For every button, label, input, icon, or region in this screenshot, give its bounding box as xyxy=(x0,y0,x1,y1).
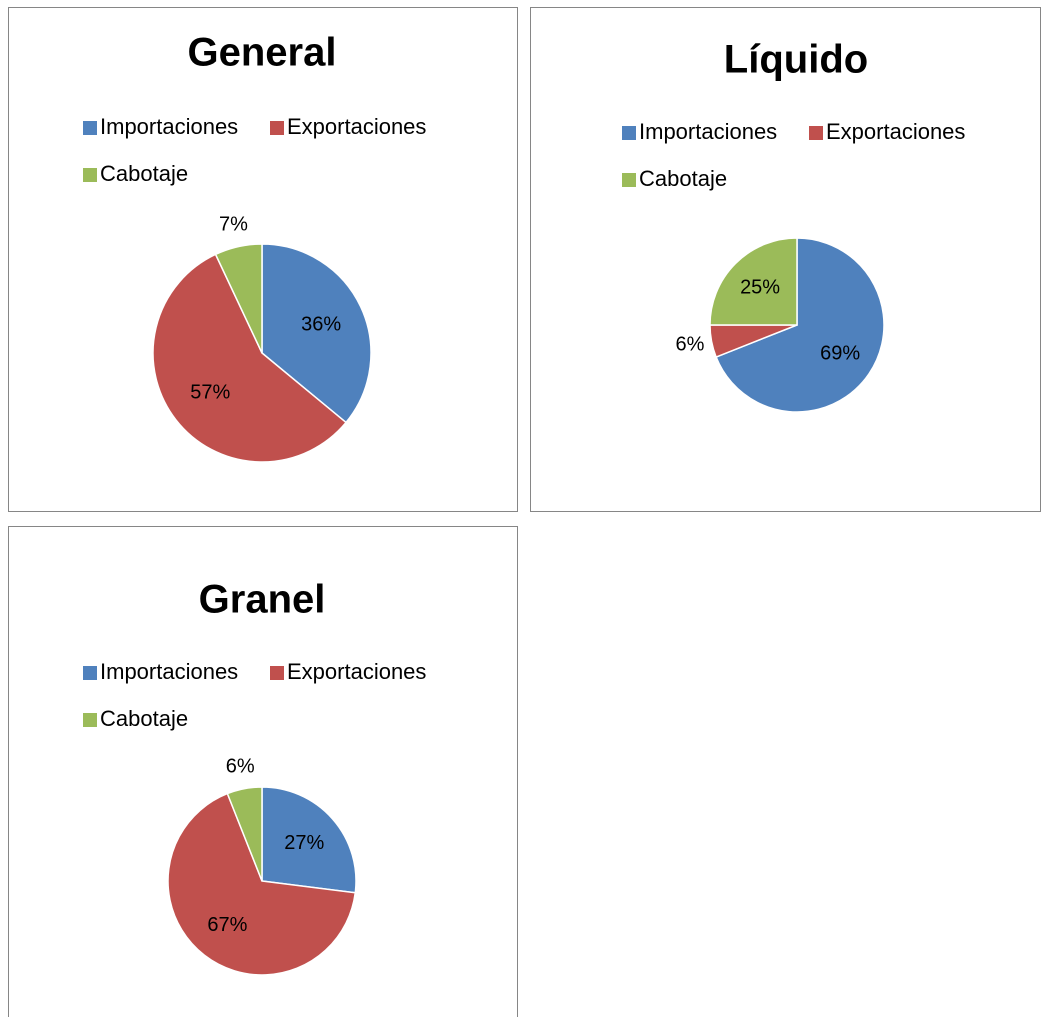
legend-label: Importaciones xyxy=(100,114,238,139)
legend-swatch xyxy=(270,121,284,135)
data-label: 25% xyxy=(740,276,780,298)
data-label: 57% xyxy=(190,381,230,403)
data-label: 27% xyxy=(284,832,324,854)
legend-swatch xyxy=(622,126,636,140)
legend-label: Importaciones xyxy=(639,119,777,144)
legend-label: Exportaciones xyxy=(287,114,426,139)
legend-label: Exportaciones xyxy=(826,119,965,144)
data-label: 6% xyxy=(226,755,255,777)
data-label: 69% xyxy=(820,343,860,365)
pie-slice xyxy=(709,237,798,326)
pie-slice xyxy=(167,792,357,976)
legend-label: Cabotaje xyxy=(639,166,727,191)
data-label: 6% xyxy=(675,334,704,356)
data-label: 67% xyxy=(207,914,247,936)
pie-slice xyxy=(226,786,263,882)
chart-title: General xyxy=(188,31,337,75)
legend-label: Cabotaje xyxy=(100,161,188,186)
legend-swatch xyxy=(83,666,97,680)
data-label: 7% xyxy=(219,213,248,235)
data-label: 36% xyxy=(301,313,341,335)
legend-swatch xyxy=(83,121,97,135)
pie-slice xyxy=(261,786,357,894)
chart-title: Líquido xyxy=(724,38,868,82)
legend-swatch xyxy=(270,666,284,680)
legend-label: Exportaciones xyxy=(287,659,426,684)
legend-swatch xyxy=(83,168,97,182)
pie-slice xyxy=(715,237,885,413)
legend-swatch xyxy=(622,173,636,187)
pie-slice xyxy=(152,253,348,463)
chart-title: Granel xyxy=(199,578,326,622)
legend-swatch xyxy=(83,713,97,727)
pie-slice xyxy=(214,243,263,354)
legend-swatch xyxy=(809,126,823,140)
pie-slice xyxy=(261,243,372,424)
legend-label: Cabotaje xyxy=(100,706,188,731)
legend-label: Importaciones xyxy=(100,659,238,684)
